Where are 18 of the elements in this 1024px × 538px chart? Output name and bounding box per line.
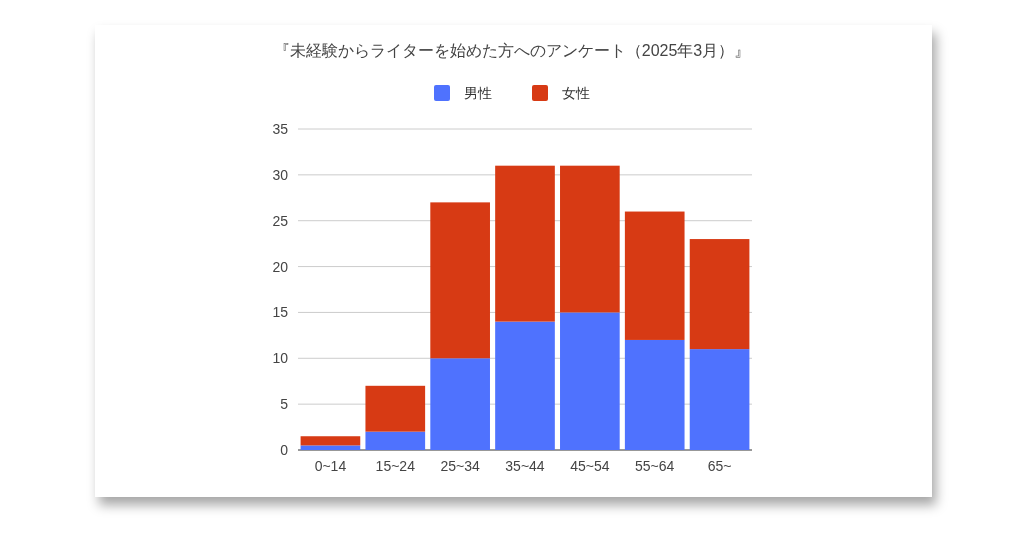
y-tick-label: 25: [272, 212, 289, 229]
x-tick-label: 0~14: [314, 458, 347, 474]
y-tick-label: 15: [272, 304, 289, 321]
y-tick-label: 30: [272, 166, 289, 183]
legend-label: 女性: [562, 85, 590, 101]
x-tick-label: 65~: [707, 458, 732, 474]
x-tick-label: 45~54: [570, 458, 610, 474]
y-tick-label: 35: [272, 121, 289, 137]
chart-title: 『未経験からライターを始めた方へのアンケート（2025年3月）』: [273, 42, 751, 59]
legend-label: 男性: [464, 85, 492, 101]
x-tick-label: 35~44: [505, 458, 545, 474]
x-tick-label: 15~24: [375, 458, 416, 474]
y-tick-label: 5: [280, 396, 289, 413]
y-tick-label: 10: [272, 350, 289, 367]
x-tick-label: 55~64: [635, 458, 675, 474]
y-tick-label: 0: [280, 442, 289, 458]
x-tick-label: 25~34: [440, 458, 481, 474]
y-tick-label: 20: [272, 258, 289, 275]
